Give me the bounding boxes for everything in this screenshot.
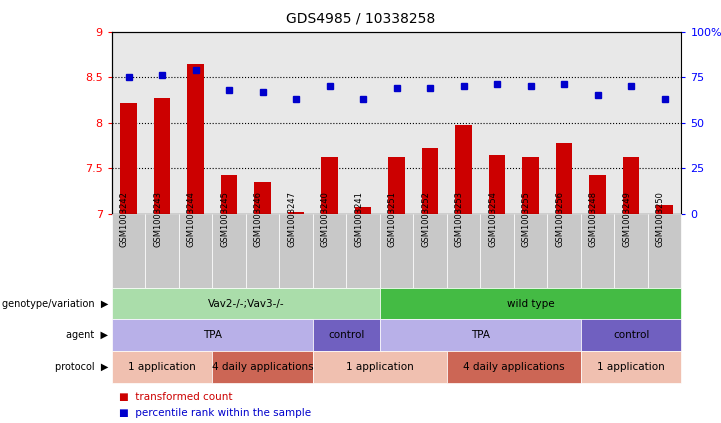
Text: GSM1003253: GSM1003253 <box>454 191 464 247</box>
Text: Vav2-/-;Vav3-/-: Vav2-/-;Vav3-/- <box>208 299 284 308</box>
Bar <box>623 157 640 214</box>
Bar <box>556 143 572 214</box>
Text: GSM1003243: GSM1003243 <box>153 191 162 247</box>
Bar <box>355 207 371 214</box>
Bar <box>187 63 204 214</box>
Text: 1 application: 1 application <box>597 362 665 372</box>
Bar <box>321 157 338 214</box>
Bar <box>120 103 137 214</box>
Text: GSM1003244: GSM1003244 <box>187 191 195 247</box>
Text: GSM1003241: GSM1003241 <box>354 191 363 247</box>
Text: GSM1003256: GSM1003256 <box>555 191 564 247</box>
Bar <box>422 148 438 214</box>
Bar <box>656 205 673 214</box>
Bar <box>221 176 237 214</box>
Text: GSM1003249: GSM1003249 <box>622 191 631 247</box>
Text: control: control <box>328 330 365 340</box>
Text: TPA: TPA <box>203 330 222 340</box>
Text: GSM1003255: GSM1003255 <box>521 191 531 247</box>
Text: agent  ▶: agent ▶ <box>66 330 108 340</box>
Text: ■  transformed count: ■ transformed count <box>119 392 232 402</box>
Text: protocol  ▶: protocol ▶ <box>55 362 108 372</box>
Text: ■  percentile rank within the sample: ■ percentile rank within the sample <box>119 408 311 418</box>
Text: GSM1003240: GSM1003240 <box>321 191 329 247</box>
Text: GDS4985 / 10338258: GDS4985 / 10338258 <box>286 11 435 25</box>
Bar <box>522 157 539 214</box>
Bar <box>154 98 170 214</box>
Text: control: control <box>613 330 650 340</box>
Text: GSM1003248: GSM1003248 <box>588 191 598 247</box>
Text: GSM1003245: GSM1003245 <box>220 191 229 247</box>
Text: TPA: TPA <box>471 330 490 340</box>
Text: 1 application: 1 application <box>128 362 196 372</box>
Text: GSM1003250: GSM1003250 <box>655 191 665 247</box>
Bar <box>589 176 606 214</box>
Text: GSM1003242: GSM1003242 <box>120 191 128 247</box>
Text: 1 application: 1 application <box>346 362 414 372</box>
Bar <box>288 212 304 214</box>
Text: GSM1003252: GSM1003252 <box>421 191 430 247</box>
Text: wild type: wild type <box>507 299 554 308</box>
Text: 4 daily applications: 4 daily applications <box>212 362 314 372</box>
Text: GSM1003251: GSM1003251 <box>388 191 397 247</box>
Text: 4 daily applications: 4 daily applications <box>463 362 565 372</box>
Bar <box>388 157 405 214</box>
Bar <box>489 154 505 214</box>
Bar <box>455 125 472 214</box>
Text: GSM1003246: GSM1003246 <box>254 191 262 247</box>
Bar <box>254 182 271 214</box>
Text: GSM1003247: GSM1003247 <box>287 191 296 247</box>
Text: genotype/variation  ▶: genotype/variation ▶ <box>1 299 108 308</box>
Text: GSM1003254: GSM1003254 <box>488 191 497 247</box>
